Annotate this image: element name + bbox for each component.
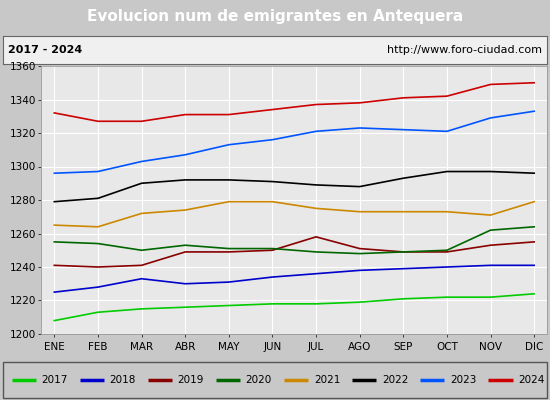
Text: 2020: 2020 [246, 375, 272, 385]
Text: 2023: 2023 [450, 375, 476, 385]
Text: 2021: 2021 [314, 375, 340, 385]
Text: Evolucion num de emigrantes en Antequera: Evolucion num de emigrantes en Antequera [87, 10, 463, 24]
Text: 2017: 2017 [42, 375, 68, 385]
Text: 2017 - 2024: 2017 - 2024 [8, 45, 82, 55]
Text: 2024: 2024 [518, 375, 544, 385]
Text: http://www.foro-ciudad.com: http://www.foro-ciudad.com [387, 45, 542, 55]
Text: 2019: 2019 [178, 375, 204, 385]
Text: 2022: 2022 [382, 375, 408, 385]
Text: 2018: 2018 [109, 375, 136, 385]
